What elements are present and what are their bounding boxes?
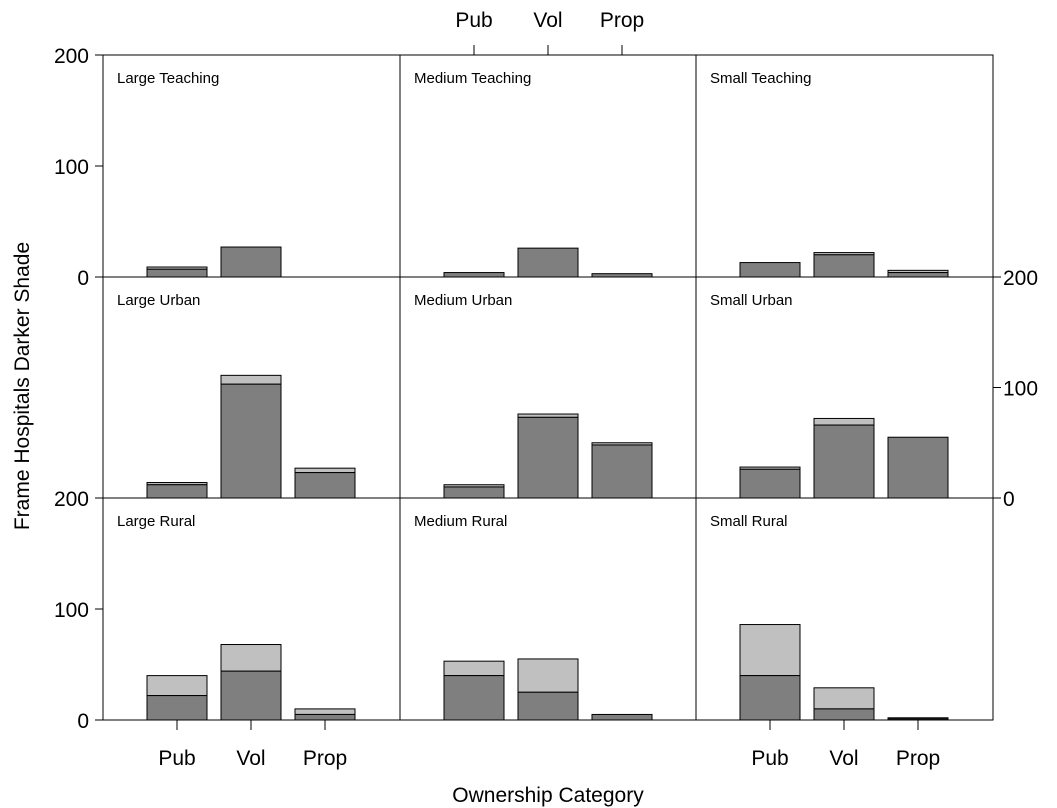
bar-frame-pub bbox=[146, 268, 208, 278]
y-tick-label: 100 bbox=[1003, 378, 1038, 401]
bar-frame-pub bbox=[739, 262, 801, 278]
y-tick-label: 0 bbox=[77, 267, 89, 290]
bar-other-vol bbox=[220, 374, 282, 385]
x-tick-label-prop: Prop bbox=[600, 9, 644, 32]
x-tick-label-prop: Prop bbox=[896, 747, 940, 770]
panel-title: Small Urban bbox=[710, 292, 793, 309]
bar-frame-prop bbox=[887, 272, 949, 278]
panel-large-rural: Large Rural bbox=[102, 497, 401, 721]
bar-frame-prop bbox=[294, 472, 356, 499]
x-tick-label-prop: Prop bbox=[303, 747, 347, 770]
bar-frame-vol bbox=[813, 424, 875, 499]
panels-layer: Large Teaching Medium Teaching Small Teach… bbox=[102, 54, 994, 721]
x-tick-label-pub: Pub bbox=[455, 9, 492, 32]
bar-frame-vol bbox=[813, 708, 875, 721]
bar-frame-prop bbox=[591, 713, 653, 721]
x-tick-label-vol: Vol bbox=[236, 747, 265, 770]
panel-title: Medium Urban bbox=[414, 292, 512, 309]
bar-frame-vol bbox=[517, 247, 579, 278]
x-axis-title: Ownership Category bbox=[452, 784, 644, 807]
panel-medium-rural: Medium Rural bbox=[399, 497, 697, 721]
bar-other-pub bbox=[146, 675, 208, 697]
bar-other-pub bbox=[739, 624, 801, 677]
y-tick-label: 200 bbox=[1003, 267, 1038, 290]
panel-frame bbox=[399, 54, 697, 278]
panel-title: Large Teaching bbox=[117, 70, 219, 87]
y-tick-label: 0 bbox=[1003, 488, 1015, 511]
bar-frame-pub bbox=[739, 675, 801, 721]
y-tick-label: 100 bbox=[54, 156, 89, 179]
x-tick-label-vol: Vol bbox=[533, 9, 562, 32]
bar-other-vol bbox=[813, 687, 875, 710]
x-tick-label-pub: Pub bbox=[751, 747, 788, 770]
bar-frame-vol bbox=[220, 670, 282, 721]
bar-frame-prop bbox=[591, 444, 653, 499]
bar-frame-prop bbox=[887, 718, 949, 721]
panel-small-rural: Small Rural bbox=[695, 497, 994, 721]
bar-frame-prop bbox=[887, 436, 949, 499]
bar-other-vol bbox=[517, 658, 579, 693]
bar-other-vol bbox=[813, 417, 875, 426]
bar-frame-pub bbox=[739, 468, 801, 499]
panel-title: Medium Teaching bbox=[414, 70, 531, 87]
panel-frame bbox=[102, 54, 401, 278]
bar-other-pub bbox=[443, 660, 505, 677]
y-tick-label: 200 bbox=[54, 45, 89, 68]
panel-medium-urban: Medium Urban bbox=[399, 276, 697, 499]
panel-title: Large Urban bbox=[117, 292, 200, 309]
bar-other-prop bbox=[294, 467, 356, 474]
x-tick-label-pub: Pub bbox=[158, 747, 195, 770]
y-axis-title: Frame Hospitals Darker Shade bbox=[11, 242, 34, 530]
bar-frame-prop bbox=[294, 713, 356, 721]
bar-frame-vol bbox=[813, 254, 875, 278]
bar-frame-pub bbox=[146, 695, 208, 721]
panel-title: Small Rural bbox=[710, 513, 788, 530]
panel-medium-teaching: Medium Teaching bbox=[399, 54, 697, 278]
y-tick-label: 200 bbox=[54, 488, 89, 511]
bar-frame-vol bbox=[517, 416, 579, 499]
y-tick-label: 0 bbox=[77, 710, 89, 733]
panel-title: Small Teaching bbox=[710, 70, 811, 87]
panel-title: Medium Rural bbox=[414, 513, 507, 530]
bar-frame-vol bbox=[220, 246, 282, 278]
panel-small-teaching: Small Teaching bbox=[695, 54, 994, 278]
panel-small-urban: Small Urban bbox=[695, 276, 994, 499]
axes-layer: 0 100 200 0 100 200 0 100 200 Pub Vol Prop Pub Vol Pro… bbox=[54, 9, 1038, 770]
bar-frame-vol bbox=[517, 691, 579, 721]
panel-large-teaching: Large Teaching bbox=[102, 54, 401, 278]
panel-large-urban: Large Urban bbox=[102, 276, 401, 499]
y-tick-label: 100 bbox=[54, 599, 89, 622]
panel-frame bbox=[695, 54, 994, 278]
bar-frame-pub bbox=[443, 486, 505, 499]
panel-title: Large Rural bbox=[117, 513, 195, 530]
x-tick-label-vol: Vol bbox=[829, 747, 858, 770]
bar-other-vol bbox=[220, 644, 282, 672]
bar-frame-pub bbox=[146, 484, 208, 499]
bar-frame-pub bbox=[443, 675, 505, 721]
bar-other-prop bbox=[294, 708, 356, 715]
bar-frame-pub bbox=[443, 272, 505, 278]
bar-frame-vol bbox=[220, 383, 282, 499]
